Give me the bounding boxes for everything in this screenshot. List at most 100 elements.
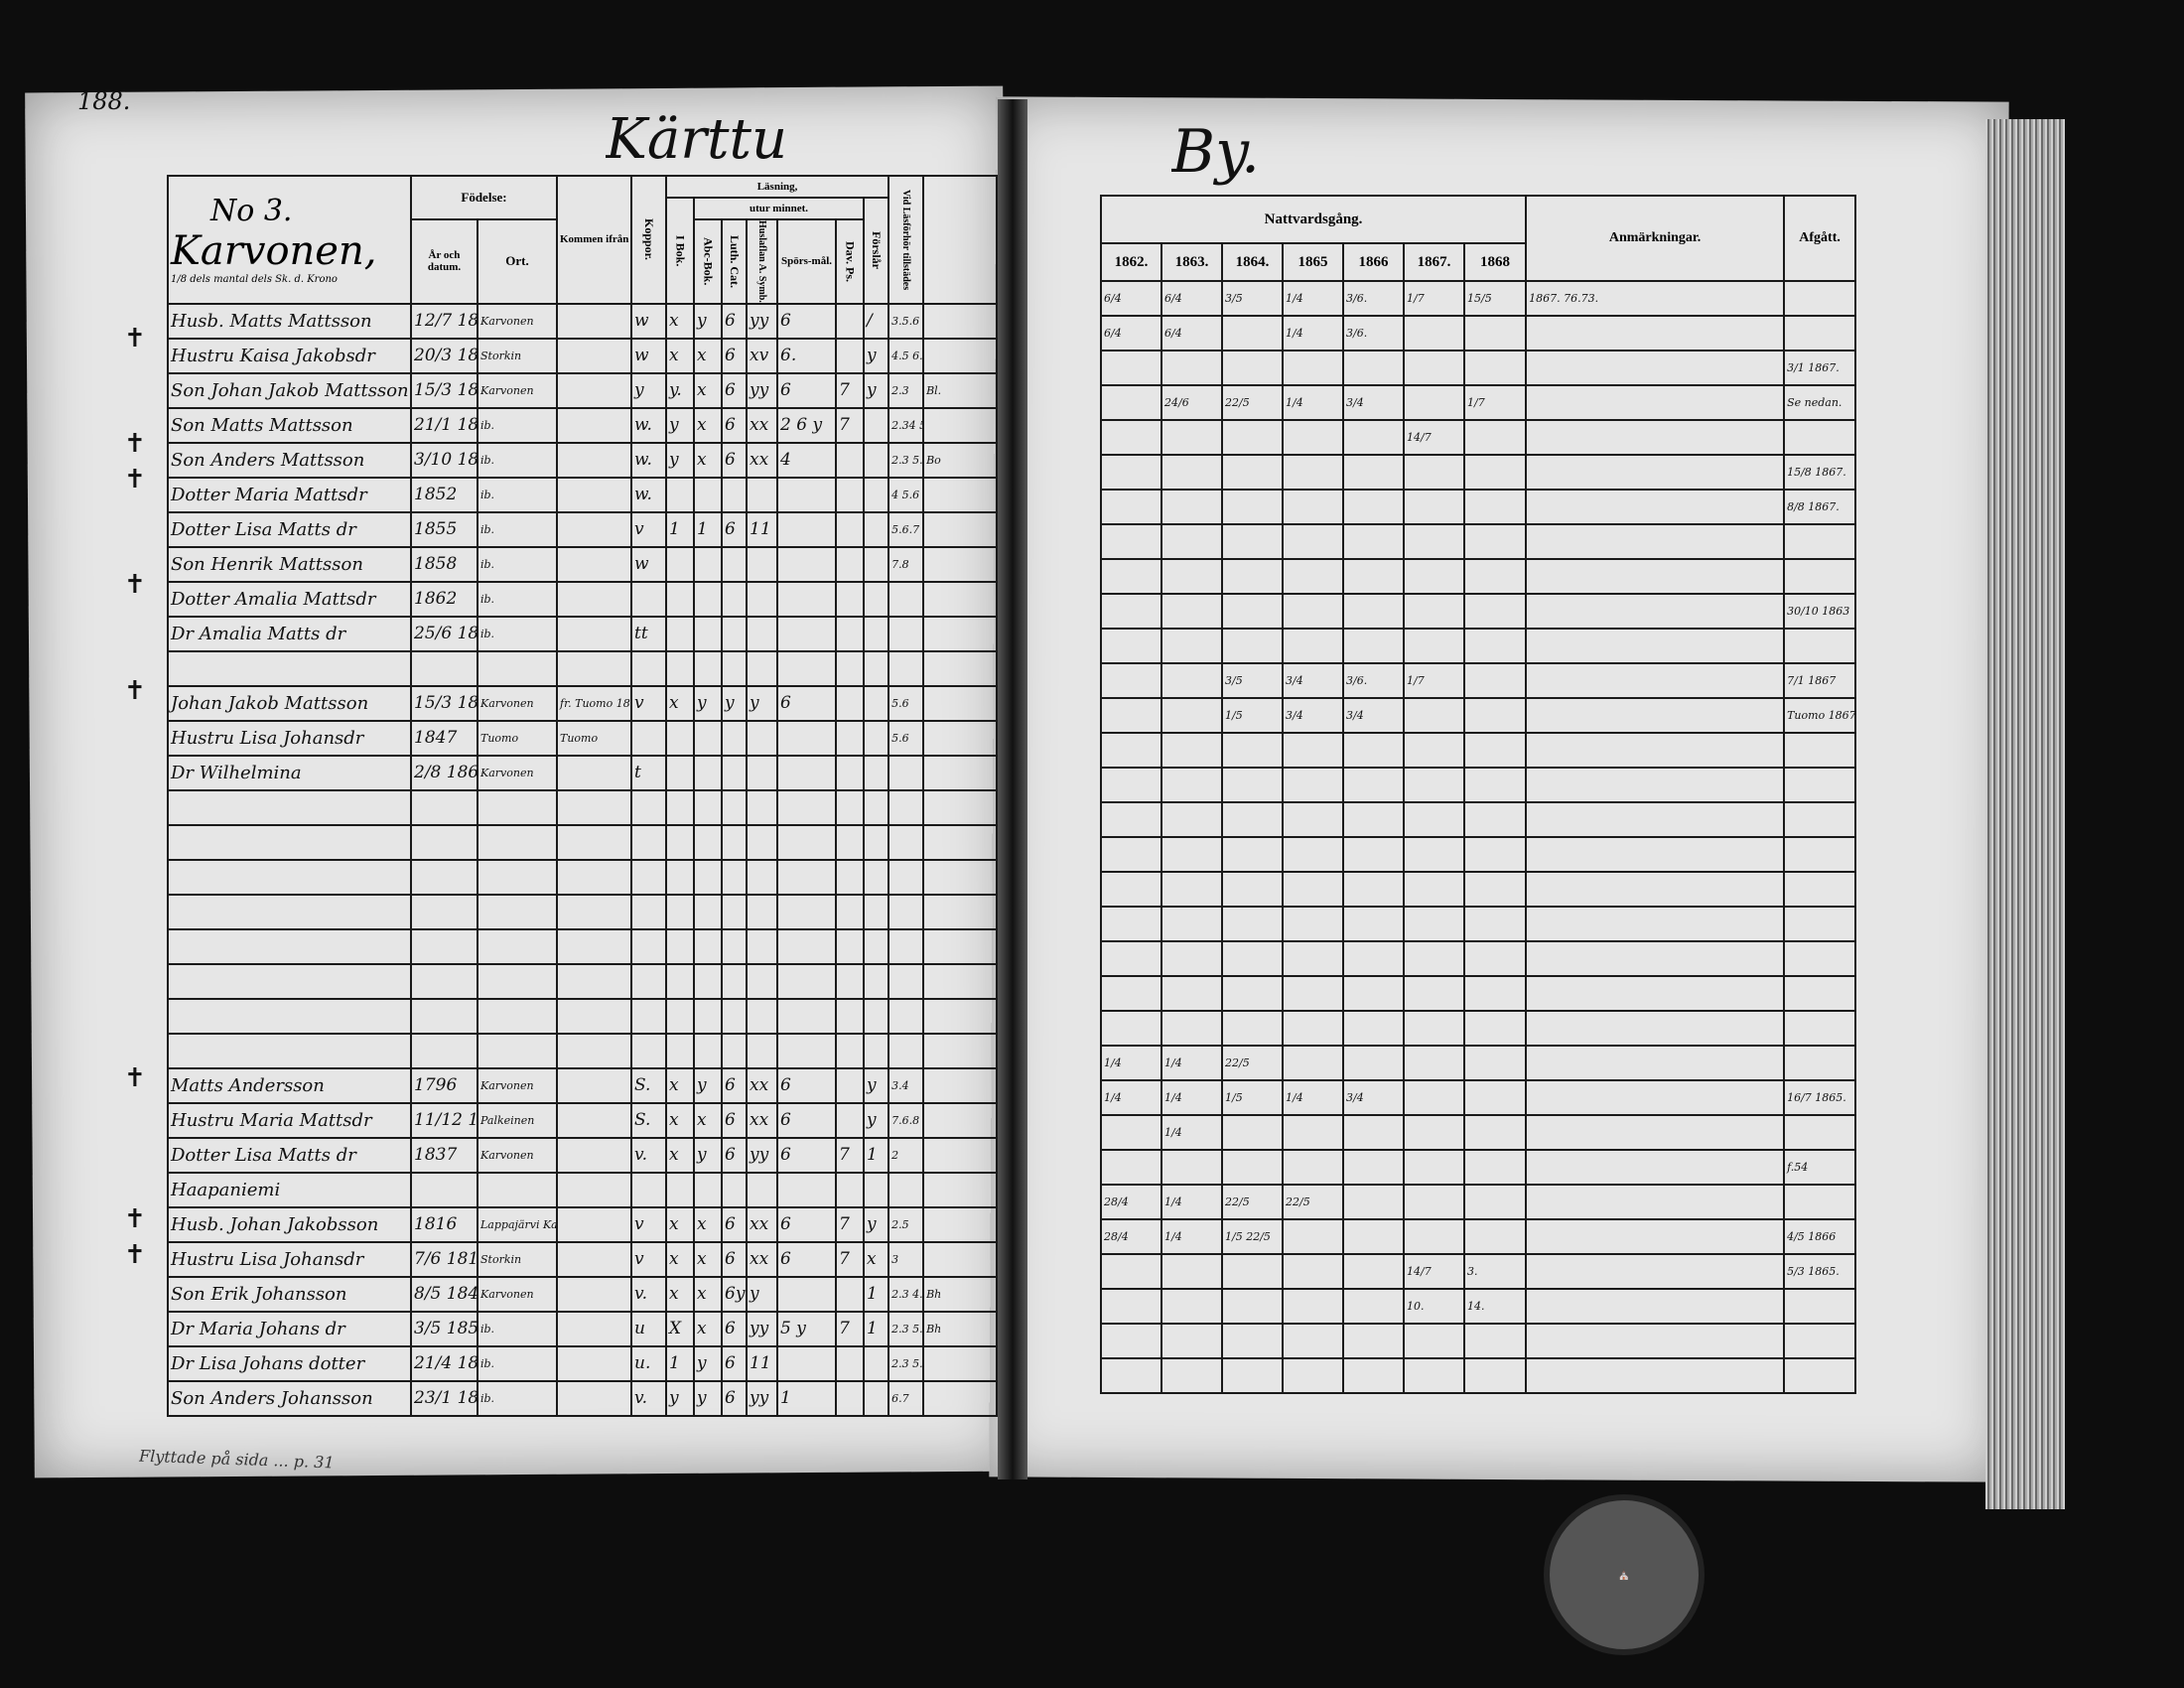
cell-extra — [922, 1379, 999, 1417]
cell-extra — [922, 510, 999, 548]
cell-huslaf: yy — [746, 1310, 778, 1347]
cell-name: Hustru Kaisa Jakobsdr — [167, 337, 412, 374]
register-row: Dotter Maria Mattsdr 1852 ib. w. 4 5.6 — [167, 476, 999, 513]
register-row: Hustru Lisa Johansdr 1847 Tuomo Tuomo 5.6 — [167, 719, 999, 757]
cell-communion-2: 22/5 — [1221, 1184, 1284, 1220]
cell-communion-5: 14/7 — [1403, 1253, 1465, 1290]
cell-luth: 6 — [721, 302, 748, 340]
cell-communion-1 — [1160, 350, 1223, 386]
village-title-right: By. — [1171, 117, 1261, 187]
cell-communion-1: 1/4 — [1160, 1184, 1223, 1220]
cell-kommen — [556, 580, 632, 618]
cell-name: Dotter Amalia Mattsdr — [167, 580, 412, 618]
cell-abc: y — [693, 302, 723, 340]
cell-communion-0 — [1100, 1357, 1162, 1394]
cell-huslaf — [746, 580, 778, 618]
cell-communion-2 — [1221, 350, 1284, 386]
cell-luth: 6 — [721, 1205, 748, 1243]
header-luth-cat: Luth. Cat. — [721, 218, 748, 305]
cell-ibok: x — [665, 1101, 695, 1139]
cell-communion-0 — [1100, 1010, 1162, 1047]
cell-anm — [1525, 836, 1786, 873]
cell-communion-6 — [1462, 906, 1528, 942]
cell-communion-4 — [1342, 1253, 1405, 1290]
cell-anm — [1525, 1114, 1786, 1151]
cell-name: Dr Amalia Matts dr — [167, 615, 412, 652]
cell-abc: x — [693, 1240, 723, 1278]
cell-communion-3 — [1282, 454, 1344, 491]
cell-dav — [835, 1275, 865, 1313]
cell-luth — [721, 754, 748, 791]
cell-communion-5 — [1403, 801, 1465, 838]
cell-name — [167, 997, 412, 1035]
cell-spors — [776, 476, 837, 513]
cell-communion-4 — [1342, 1357, 1405, 1394]
cell-dav: 7 — [835, 371, 865, 409]
cell-name — [167, 1032, 412, 1069]
cell-communion-2 — [1221, 1288, 1284, 1325]
cell-huslaf: yy — [746, 371, 778, 409]
cell-communion-3 — [1282, 1045, 1344, 1081]
communion-row — [1100, 906, 1857, 942]
cell-huslaf — [746, 858, 778, 896]
cell-anm — [1525, 1253, 1786, 1290]
cell-communion-2 — [1221, 767, 1284, 803]
cell-communion-1: 6/4 — [1160, 315, 1223, 352]
cell-communion-4 — [1342, 801, 1405, 838]
cell-ibok — [665, 1032, 695, 1069]
header-i-bok: I Bok. — [665, 197, 695, 305]
cell-koppor — [630, 893, 667, 930]
cell-ibok: x — [665, 1066, 695, 1104]
cell-communion-0 — [1100, 419, 1162, 456]
cell-luth — [721, 962, 748, 1000]
cell-communion-0: 1/4 — [1100, 1079, 1162, 1116]
cell-communion-6 — [1462, 1079, 1528, 1116]
register-row: Son Henrik Mattsson 1858 ib. w 7.8 — [167, 545, 999, 583]
cell-ibok: x — [665, 1275, 695, 1313]
cell-spors — [776, 858, 837, 896]
cell-ibok: x — [665, 1240, 695, 1278]
cell-vid — [887, 788, 925, 826]
cell-luth: 6 — [721, 1101, 748, 1139]
cell-place: Palkeinen — [477, 1101, 558, 1139]
cell-forslar — [862, 615, 890, 652]
cell-spors: 6 — [776, 371, 837, 409]
cell-forslar: y — [862, 1066, 890, 1104]
header-abc-bok: Abc-Bok. — [693, 218, 723, 305]
cell-vid: 2.3 5.7.8 — [887, 1310, 925, 1347]
cell-place — [477, 1032, 558, 1069]
cell-communion-6 — [1462, 801, 1528, 838]
cell-dav — [835, 1101, 865, 1139]
header-year-4: 1866 — [1342, 242, 1405, 282]
page-number: 188. — [77, 87, 131, 115]
cell-anm — [1525, 732, 1786, 769]
cell-luth — [721, 788, 748, 826]
cell-luth: 6 — [721, 510, 748, 548]
cell-anm — [1525, 1010, 1786, 1047]
cell-anm — [1525, 1288, 1786, 1325]
archive-stamp: ⛪ — [1544, 1494, 1705, 1655]
communion-row — [1100, 1323, 1857, 1359]
cell-communion-0 — [1100, 593, 1162, 630]
cell-communion-1 — [1160, 940, 1223, 977]
cell-communion-5 — [1403, 593, 1465, 630]
cell-communion-2 — [1221, 801, 1284, 838]
register-row: Dotter Lisa Matts dr 1837 Karvonen v. x y 6 yy 6… — [167, 1136, 999, 1174]
communion-row: 3/5 3/4 3/6. 1/7 7/1 1867 — [1100, 662, 1857, 699]
cell-abc — [693, 649, 723, 687]
cell-kommen — [556, 1032, 632, 1069]
cell-kommen — [556, 441, 632, 479]
cell-place: ib. — [477, 545, 558, 583]
cell-communion-1 — [1160, 871, 1223, 908]
cell-kommen — [556, 510, 632, 548]
cell-ibok — [665, 580, 695, 618]
cell-ibok: x — [665, 1205, 695, 1243]
cell-communion-4: 3/6. — [1342, 280, 1405, 317]
death-cross-icon: ✝ — [124, 464, 146, 494]
cell-huslaf — [746, 788, 778, 826]
cell-communion-1: 24/6 — [1160, 384, 1223, 421]
cell-spors: 6 — [776, 1240, 837, 1278]
cell-communion-0: 28/4 — [1100, 1184, 1162, 1220]
